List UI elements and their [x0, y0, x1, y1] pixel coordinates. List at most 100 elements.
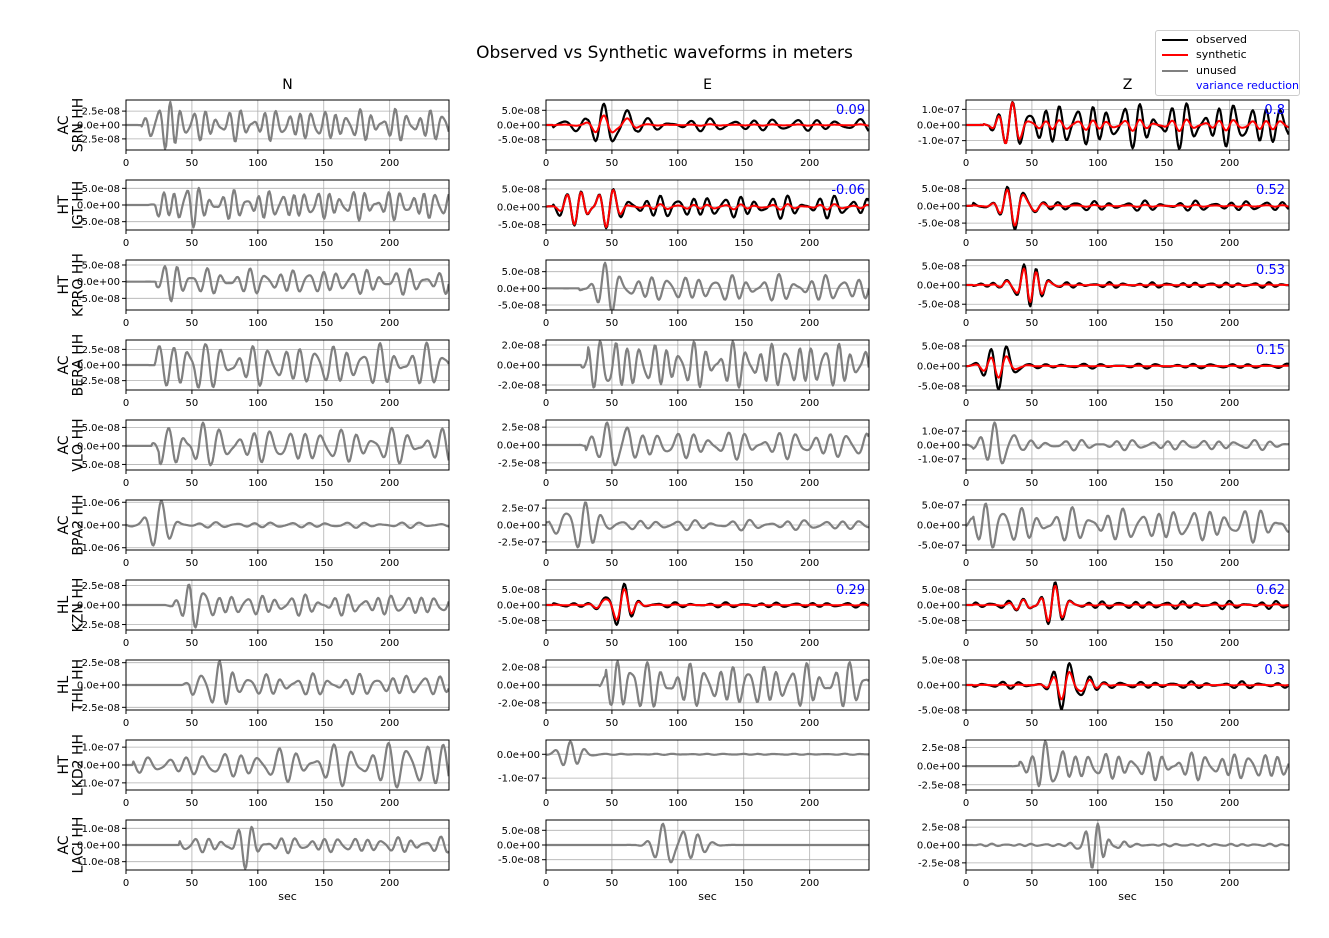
panel-ht-igt-hh-z: 5.0e-08 0.0e+00 -5.0e-080 50 100 150 200 0.52 — [917, 179, 1290, 249]
x-tick-label: 100 — [1088, 318, 1107, 329]
x-tick-label: 150 — [734, 158, 753, 169]
synthetic-trace — [966, 267, 1289, 303]
panel-hl-thl-hh-n: 2.5e-08 0.0e+00 -2.5e-080 50 100 150 200 — [77, 658, 450, 729]
legend-label-unused: unused — [1196, 64, 1237, 77]
unused-trace — [126, 500, 449, 547]
x-tick-label: 200 — [380, 398, 399, 409]
panel-hl-kzn-hh-z: 5.0e-08 0.0e+00 -5.0e-080 50 100 150 200 0.62 — [917, 579, 1290, 649]
x-tick-label: 0 — [543, 718, 549, 729]
x-tick-label: 150 — [1154, 158, 1173, 169]
x-tick-label: 200 — [1220, 158, 1239, 169]
station-label-line: LACI HH — [71, 817, 87, 874]
y-tick-label: 0.0e+00 — [77, 201, 120, 212]
x-tick-label: 50 — [186, 478, 199, 489]
y-tick-label: 0.0e+00 — [77, 761, 120, 772]
station-label-ht-kpro-hh: HTKPRO HH — [56, 253, 87, 317]
y-tick-label: 1.0e-07 — [922, 105, 960, 116]
x-tick-label: 200 — [800, 478, 819, 489]
x-tick-label: 0 — [123, 478, 129, 489]
x-tick-label: 150 — [1154, 398, 1173, 409]
trace-group — [126, 825, 449, 870]
x-tick-label: 50 — [186, 398, 199, 409]
x-tick-label: 150 — [1154, 798, 1173, 809]
x-tick-label: 150 — [314, 238, 333, 249]
station-label-line: AC — [56, 835, 72, 854]
panel-hl-thl-hh-e: 2.0e-08 0.0e+00 -2.0e-080 50 100 150 200 — [497, 659, 870, 729]
synthetic-trace — [546, 588, 869, 621]
x-tick-label: 0 — [963, 238, 969, 249]
y-tick-label: -2.5e-07 — [498, 537, 540, 548]
x-tick-label: 150 — [1154, 478, 1173, 489]
x-tick-label: 50 — [606, 238, 619, 249]
panel-ac-bpa2-hh-n: 1.0e-06 0.0e+00 -1.0e-060 50 100 150 200 — [77, 498, 450, 569]
synthetic-trace — [546, 114, 869, 134]
x-tick-label: 100 — [668, 238, 687, 249]
panel-ac-bpa2-hh-z: 5.0e-07 0.0e+00 -5.0e-070 50 100 150 200 — [917, 499, 1290, 569]
x-tick-label: 0 — [543, 478, 549, 489]
x-tick-label: 0 — [963, 798, 969, 809]
panel-ac-laci-hh-n: 1.0e-08 0.0e+00 -1.0e-080 50 100 150 200 sec — [77, 819, 450, 903]
station-label-line: BPA2 HH — [71, 494, 87, 555]
x-tick-label: 200 — [1220, 238, 1239, 249]
y-tick-label: 0.0e+00 — [917, 762, 960, 773]
unused-trace — [546, 822, 869, 864]
y-tick-label: 0.0e+00 — [497, 521, 540, 532]
y-tick-label: 2.0e-08 — [502, 663, 540, 674]
x-tick-label: 200 — [800, 398, 819, 409]
unused-trace — [126, 825, 449, 870]
x-tick-label: 100 — [248, 318, 267, 329]
x-tick-label: 100 — [1088, 158, 1107, 169]
trace-group — [546, 421, 869, 467]
x-tick-label: 100 — [248, 798, 267, 809]
y-tick-label: -2.5e-08 — [78, 134, 120, 145]
unused-trace — [966, 822, 1289, 869]
x-axis-label: sec — [278, 890, 297, 903]
synthetic-trace — [966, 188, 1289, 227]
y-tick-label: 0.0e+00 — [917, 521, 960, 532]
x-tick-label: 200 — [1220, 798, 1239, 809]
trace-group — [126, 500, 449, 547]
x-tick-label: 200 — [380, 238, 399, 249]
x-tick-label: 50 — [1026, 478, 1039, 489]
synthetic-trace — [966, 355, 1289, 379]
x-tick-label: 0 — [123, 638, 129, 649]
y-tick-label: 2.5e-08 — [922, 743, 960, 754]
synthetic-trace — [966, 101, 1289, 145]
y-tick-label: 5.0e-08 — [502, 585, 540, 596]
legend-label-variance-reduction: variance reduction — [1196, 79, 1299, 92]
variance-reduction-label: 0.29 — [836, 583, 865, 598]
y-tick-label: -5.0e-08 — [498, 220, 540, 231]
x-tick-label: 50 — [186, 718, 199, 729]
x-tick-label: 100 — [248, 398, 267, 409]
trace-group — [546, 822, 869, 864]
x-tick-label: 100 — [248, 238, 267, 249]
column-title-n: N — [282, 77, 293, 93]
axes-frame — [965, 179, 1290, 231]
unused-trace — [546, 501, 869, 549]
y-tick-label: 0.0e+00 — [77, 521, 120, 532]
x-tick-label: 50 — [186, 238, 199, 249]
panel-ht-kpro-hh-n: 5.0e-08 0.0e+00 -5.0e-08 0 50 100 150 200 — [77, 259, 450, 329]
x-axis-label: sec — [698, 890, 717, 903]
x-tick-label: 100 — [668, 718, 687, 729]
variance-reduction-label: 0.52 — [1256, 183, 1285, 198]
station-label-ht-igt-hh: HTIGT HH — [56, 181, 87, 230]
unused-trace — [126, 660, 449, 706]
trace-group — [966, 502, 1289, 549]
variance-reduction-label: 0.8 — [1264, 103, 1285, 118]
x-tick-label: 150 — [1154, 238, 1173, 249]
x-tick-label: 100 — [1088, 878, 1107, 889]
x-tick-label: 0 — [123, 798, 129, 809]
x-tick-label: 150 — [734, 558, 753, 569]
y-tick-label: 5.0e-07 — [922, 500, 960, 511]
x-tick-label: 0 — [123, 398, 129, 409]
y-tick-label: 0.0e+00 — [497, 202, 540, 213]
y-tick-label: -1.0e-08 — [78, 857, 120, 868]
legend: observed synthetic unused variance reduc… — [1155, 30, 1300, 96]
y-tick-label: -1.0e-07 — [78, 778, 120, 789]
y-tick-label: -2.5e-08 — [918, 780, 960, 791]
x-tick-label: 0 — [963, 718, 969, 729]
panel-ac-srn-hh-z: 1.0e-07 0.0e+00 -1.0e-070 50 100 150 200 0.8 — [917, 99, 1290, 169]
x-tick-label: 50 — [606, 158, 619, 169]
